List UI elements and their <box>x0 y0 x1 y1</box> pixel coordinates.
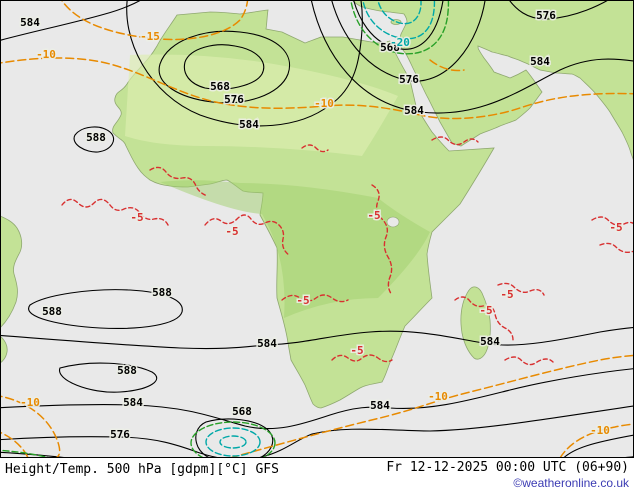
height-contour-label: 568 <box>380 41 400 54</box>
height-contour-label: 576 <box>536 9 556 22</box>
height-contour-label: 576 <box>224 93 244 106</box>
temp-contour-label: -10 <box>314 97 334 110</box>
temp-contour-label: -5 <box>130 211 143 224</box>
height-contour-label: 568 <box>210 80 230 93</box>
temp-labels: -10 -15 -10 -20 -5 -5 -5 -5 -5 -5 -5 -5 -10 -10 -10 <box>19 29 625 439</box>
temp-contour-label: -10 <box>36 48 56 61</box>
valid-datetime: Fr 12-12-2025 00:00 UTC (06+90) <box>386 460 629 475</box>
temp-contour-label: -5 <box>367 209 380 222</box>
height-contour-label: 584 <box>370 399 390 412</box>
weather-map: 584 588 568 576 584 568 576 584 576 584 588 588 584 5… <box>0 0 634 458</box>
temp-contour-label: -5 <box>350 344 363 357</box>
footer-bar: Height/Temp. 500 hPa [gdpm][°C] GFS Fr 1… <box>0 458 634 490</box>
height-contour-label: 588 <box>152 286 172 299</box>
height-contour-label: 584 <box>123 396 143 409</box>
madagascar-island <box>460 286 491 360</box>
height-contour-label: 588 <box>42 305 62 318</box>
middleeast-asia-landmass <box>351 0 634 163</box>
height-contour-label: 584 <box>404 104 424 117</box>
map-canvas: 5845885685765845685765845765845885885845… <box>0 0 634 458</box>
temp-contour-label: -10 <box>428 390 448 403</box>
temp-contour-label: -15 <box>140 30 160 43</box>
temp-contour-label: -5 <box>500 288 513 301</box>
height-contour-label: 584 <box>20 16 40 29</box>
temp-contour-label: -5 <box>609 221 622 234</box>
temp-contour-label: -5 <box>225 225 238 238</box>
height-contour-label: 584 <box>480 335 500 348</box>
temp-contours-orange <box>0 0 634 458</box>
chart-title: Height/Temp. 500 hPa [gdpm][°C] GFS <box>5 462 279 477</box>
lake-victoria <box>386 216 400 228</box>
temp-contour-label: -5 <box>479 304 492 317</box>
sahara-shading <box>125 54 398 156</box>
height-contour-label: 576 <box>110 428 130 441</box>
height-contour-label: 588 <box>117 364 137 377</box>
landmasses <box>0 0 634 409</box>
height-contour-label: 584 <box>257 337 277 350</box>
temp-contour-label: -10 <box>20 396 40 409</box>
temp-contour-label: -5 <box>296 294 309 307</box>
height-contour-label: 568 <box>232 405 252 418</box>
height-contour-label: 584 <box>239 118 259 131</box>
south-america-coast <box>0 215 23 329</box>
temp-contours-green <box>0 0 450 458</box>
south-america-coast-2 <box>0 335 8 364</box>
height-contour-label: 584 <box>530 55 550 68</box>
height-contour-label: 576 <box>399 73 419 86</box>
height-contours <box>0 0 634 458</box>
temp-contour-label: -20 <box>390 36 410 49</box>
tropical-shading <box>160 180 430 318</box>
height-labels: 5845885685765845685765845765845885885845… <box>19 8 558 443</box>
temp-contours-red <box>61 136 634 366</box>
temp-contours-teal <box>205 0 436 457</box>
copyright-link[interactable]: ©weatheronline.co.uk <box>513 476 629 490</box>
height-contour-label: 588 <box>86 131 106 144</box>
temp-contour-label: -10 <box>590 424 610 437</box>
